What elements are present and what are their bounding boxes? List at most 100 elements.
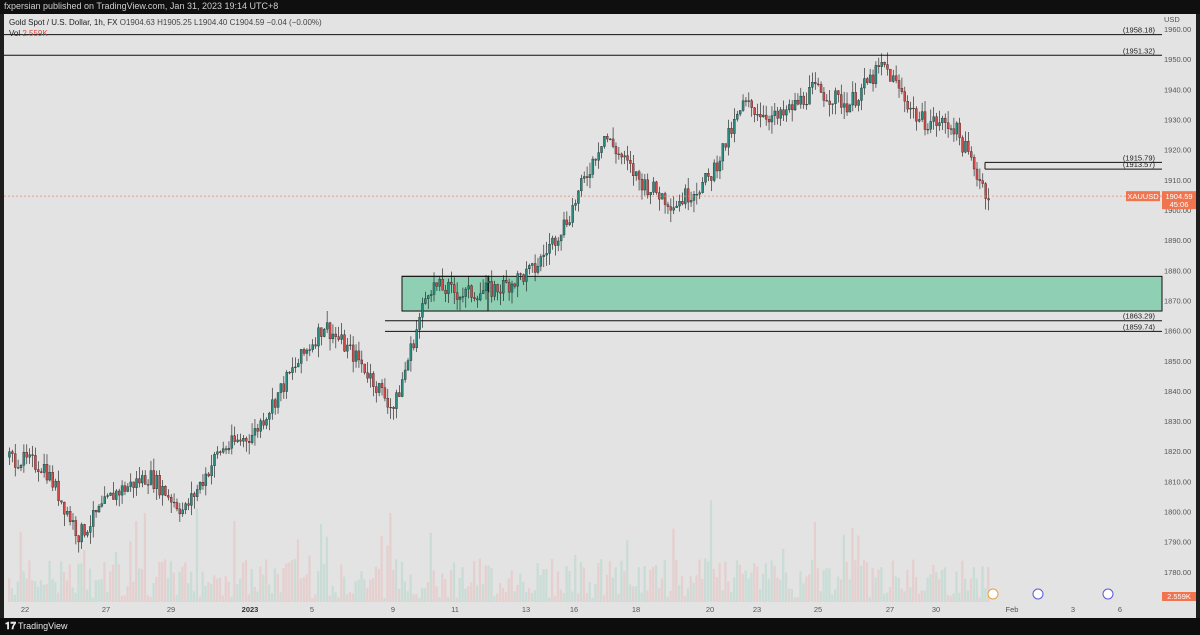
price-tick-label: 1840.00 <box>1164 387 1191 396</box>
time-axis[interactable] <box>4 602 1196 618</box>
candle-down <box>239 439 242 442</box>
candle-up <box>236 439 239 442</box>
candle-up <box>689 200 693 203</box>
candle-down <box>68 511 72 522</box>
candle-up <box>557 240 560 246</box>
volume-bar <box>782 548 785 602</box>
volume-bar <box>591 597 594 602</box>
price-tick-label: 1910.00 <box>1164 176 1191 185</box>
volume-bar <box>536 563 539 602</box>
volume-bar <box>571 591 574 602</box>
candle-down <box>444 290 447 294</box>
candle-down <box>94 509 98 513</box>
currency-label: USD <box>1164 15 1180 24</box>
candle-down <box>715 162 719 172</box>
candle-up <box>323 328 326 337</box>
candle-up <box>736 113 739 120</box>
price-tick-label: 1860.00 <box>1164 327 1191 336</box>
candle-up <box>926 129 930 131</box>
candle-down <box>822 92 826 101</box>
candle-up <box>210 465 213 477</box>
volume-bar <box>712 569 716 602</box>
price-tick-label: 1880.00 <box>1164 266 1191 275</box>
volume-bar <box>348 592 352 602</box>
volume-bar <box>917 593 921 602</box>
volume-bar <box>279 592 282 602</box>
candle-up <box>941 117 944 123</box>
volume-bar <box>663 560 666 602</box>
candle-up <box>918 119 921 122</box>
candle-down <box>380 383 384 388</box>
volume-bar <box>80 563 83 602</box>
volume-bar <box>582 567 586 602</box>
candle-up <box>242 438 245 442</box>
candle-down <box>900 88 904 92</box>
candle-up <box>718 160 722 172</box>
candle-down <box>825 100 829 102</box>
candle-down <box>360 359 364 365</box>
volume-bar <box>874 577 877 602</box>
candle-down <box>351 344 355 362</box>
candle-up <box>354 350 358 362</box>
symbol-tag: XAUUSD <box>1127 192 1159 201</box>
candle-down <box>496 284 499 293</box>
candle-down <box>507 282 511 293</box>
volume-bar <box>793 597 796 602</box>
volume-bar <box>42 584 45 602</box>
candle-up <box>733 119 736 134</box>
candle-up <box>675 205 678 208</box>
candle-down <box>412 343 415 349</box>
volume-bar <box>337 597 340 602</box>
candle-down <box>314 344 317 347</box>
volume-bar <box>660 578 664 602</box>
level-label: (1951.32) <box>1123 46 1156 55</box>
volume-bar <box>409 574 412 602</box>
candle-down <box>25 452 28 458</box>
candle-down <box>112 492 115 500</box>
footer-bar: 𝟏𝟕 TradingView <box>0 618 1200 635</box>
candle-up <box>305 349 309 354</box>
volume-bar <box>152 582 155 602</box>
price-axis[interactable] <box>1162 14 1196 602</box>
volume-bar <box>207 582 210 602</box>
candle-down <box>533 263 537 273</box>
time-tick-label: 5 <box>310 605 314 614</box>
volume-bar <box>946 594 949 602</box>
candle-up <box>493 284 496 297</box>
volume-bar <box>646 590 649 602</box>
candle-up <box>577 190 580 204</box>
candle-down <box>949 128 953 130</box>
candle-down <box>386 398 390 408</box>
volume-bar <box>149 596 152 602</box>
candle-up <box>510 283 514 293</box>
volume-bar <box>210 584 213 602</box>
volume-bar <box>109 571 112 602</box>
volume-bar <box>680 576 684 602</box>
volume-bar <box>576 593 580 602</box>
candle-up <box>892 75 895 82</box>
volume-bar <box>39 580 43 602</box>
volume-bar <box>932 564 935 602</box>
candle-up <box>525 268 528 282</box>
volume-bar <box>123 595 126 602</box>
candle-up <box>551 237 554 245</box>
volume-bar <box>97 579 100 602</box>
candle-up <box>129 481 132 487</box>
candle-up <box>340 334 343 340</box>
us-flag-icon <box>1032 588 1044 600</box>
candle-up <box>811 82 814 88</box>
candle-down <box>470 285 473 298</box>
candle-down <box>750 100 753 108</box>
time-tick-label: Feb <box>1006 605 1019 614</box>
volume-bar <box>126 586 129 602</box>
candle-up <box>738 110 742 115</box>
candle-up <box>279 383 283 393</box>
volume-bar <box>233 521 236 602</box>
candle-up <box>54 480 57 488</box>
candle-down <box>776 110 779 119</box>
volume-bar <box>643 566 646 602</box>
candle-down <box>614 146 618 155</box>
candle-down <box>782 109 785 116</box>
candle-up <box>479 293 482 301</box>
